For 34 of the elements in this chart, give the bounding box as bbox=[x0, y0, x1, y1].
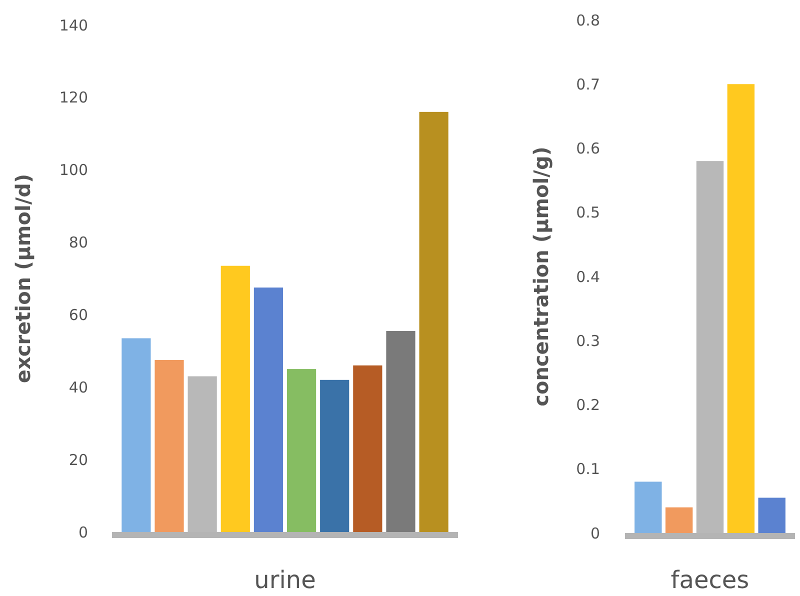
y-tick-label: 20 bbox=[68, 450, 88, 469]
bar bbox=[386, 331, 416, 532]
y-tick-label: 0.2 bbox=[576, 396, 600, 414]
y-tick-label: 0.8 bbox=[576, 11, 600, 30]
y-tick-label: 40 bbox=[68, 378, 88, 396]
bar bbox=[353, 365, 382, 532]
y-tick-label: 0.7 bbox=[576, 75, 600, 94]
bar bbox=[758, 498, 786, 533]
y-tick-label: 80 bbox=[68, 234, 88, 252]
y-tick-label: 60 bbox=[68, 306, 88, 324]
y-tick-label: 0.3 bbox=[576, 332, 600, 350]
y-tick-label: 100 bbox=[59, 161, 88, 180]
y-tick-label: 0.1 bbox=[576, 460, 600, 478]
x-axis-title: faeces bbox=[670, 566, 750, 594]
bar bbox=[634, 482, 662, 533]
bar bbox=[286, 369, 316, 532]
y-tick-label: 0 bbox=[78, 523, 88, 542]
x-axis-title: urine bbox=[254, 566, 316, 594]
bar bbox=[727, 84, 755, 533]
y-tick-label: 0.6 bbox=[576, 140, 600, 158]
bar bbox=[122, 338, 151, 532]
bar bbox=[320, 380, 350, 532]
y-tick-label: 0.5 bbox=[576, 204, 600, 222]
y-axis-title: concentration (µmol/g) bbox=[529, 146, 553, 406]
y-tick-label: 120 bbox=[59, 88, 88, 107]
bar bbox=[154, 360, 184, 532]
y-tick-label: 0 bbox=[590, 524, 600, 542]
y-tick-label: 140 bbox=[59, 16, 88, 34]
bar bbox=[220, 266, 250, 532]
bar bbox=[419, 112, 448, 532]
bar bbox=[665, 507, 693, 533]
bar bbox=[254, 288, 284, 532]
y-tick-label: 0.4 bbox=[576, 268, 600, 286]
y-axis-title: excretion (µmol/d) bbox=[11, 174, 35, 384]
